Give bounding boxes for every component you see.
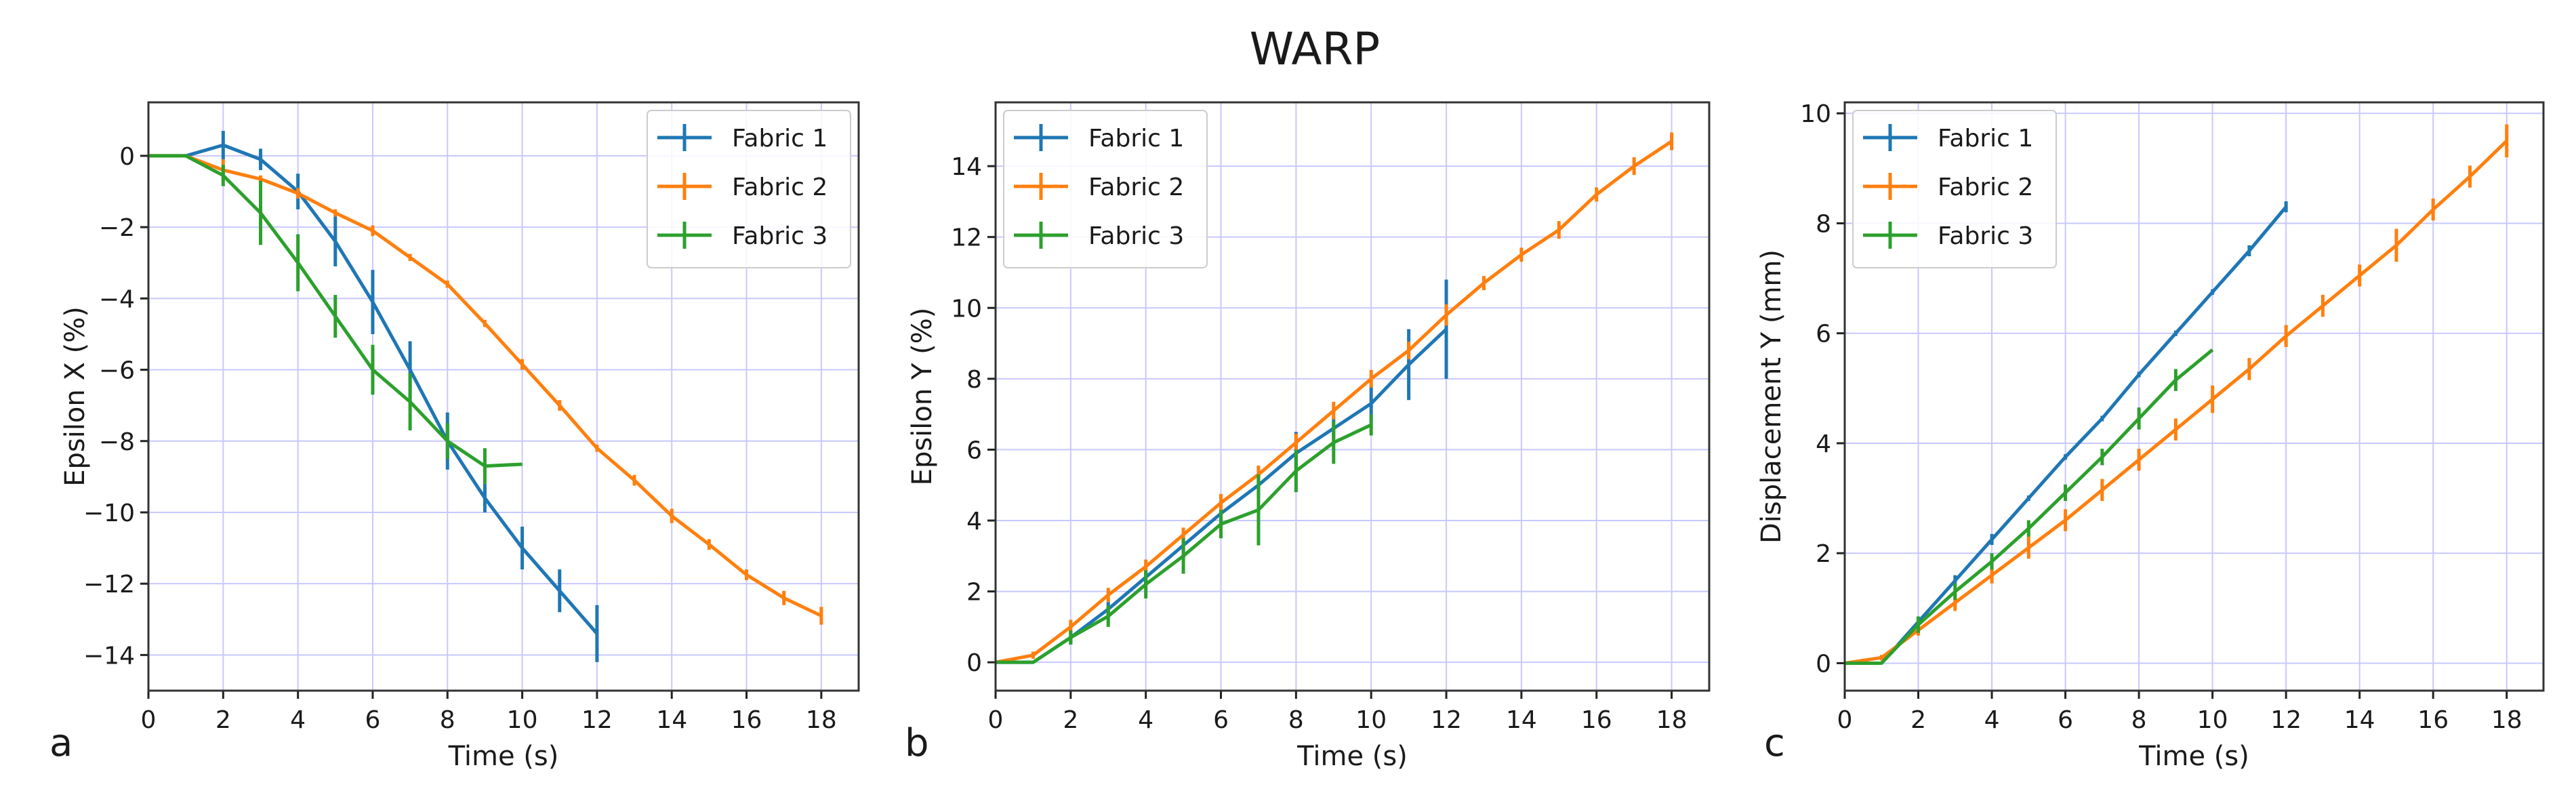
x-axis-label: Time (s) [1296, 741, 1408, 772]
series-fabric-3 [148, 154, 523, 484]
x-tick-label: 14 [656, 706, 687, 734]
legend: Fabric 1 Fabric 2 Fabric 3 [1852, 110, 2057, 268]
y-tick-label: −10 [83, 500, 135, 527]
x-tick-label: 10 [1355, 706, 1387, 734]
panel-letter: a [49, 721, 73, 765]
y-tick-label: −14 [83, 642, 135, 670]
legend-box [1003, 110, 1208, 268]
x-tick-label: 18 [1656, 706, 1688, 734]
series-fabric-3 [1844, 348, 2214, 665]
x-tick-label: 4 [1138, 706, 1153, 734]
x-tick-label: 16 [731, 706, 762, 734]
x-tick-label: 6 [1213, 706, 1229, 734]
legend-label: Fabric 1 [1938, 125, 2033, 152]
y-tick-label: 10 [951, 295, 982, 323]
series-line [1845, 348, 2214, 665]
y-axis-label: Displacement Y (mm) [1756, 249, 1787, 544]
y-tick-label: 8 [966, 366, 982, 394]
y-tick-label: 0 [1816, 650, 1831, 678]
y-tick-label: 12 [951, 224, 982, 252]
x-tick-label: 8 [1288, 706, 1304, 734]
chart-panel-a: 0 2 4 6 8 10 12 14 16 18 0 −2 −4 −6 −8 −10 −12 −14 Fabric … [49, 101, 860, 772]
x-tick-label: 2 [1063, 706, 1078, 734]
y-tick-label: 2 [1816, 540, 1831, 568]
legend-box [1852, 110, 2057, 268]
y-tick-label: 0 [966, 649, 982, 677]
legend-label: Fabric 3 [1938, 222, 2033, 250]
x-tick-label: 8 [440, 706, 455, 734]
y-tick-label: 6 [966, 436, 982, 464]
x-tick-label: 4 [1984, 706, 2000, 734]
x-tick-label: 6 [365, 706, 380, 734]
y-tick-label: −2 [99, 214, 135, 242]
panel-letter: c [1764, 721, 1785, 765]
y-tick-label: 10 [1800, 100, 1831, 128]
x-tick-label: 0 [141, 706, 157, 734]
x-tick-label: 14 [1506, 706, 1537, 734]
x-tick-label: 10 [2197, 706, 2228, 734]
x-tick-label: 8 [2131, 706, 2147, 734]
axes-frame [147, 101, 860, 692]
legend-label: Fabric 2 [1938, 174, 2033, 201]
legend-label: Fabric 2 [1088, 174, 1184, 201]
legend-label: Fabric 1 [732, 125, 827, 152]
y-tick-label: 4 [966, 508, 982, 535]
x-tick-label: 6 [2058, 706, 2073, 734]
y-axis-label: Epsilon X (%) [60, 306, 91, 487]
x-tick-label: 12 [1431, 706, 1462, 734]
legend-label: Fabric 2 [732, 174, 827, 201]
y-tick-label: −4 [99, 285, 135, 313]
legend: Fabric 1 Fabric 2 Fabric 3 [1003, 110, 1208, 268]
legend-label: Fabric 3 [1088, 222, 1184, 250]
panel-letter: b [905, 721, 929, 765]
series-fabric-2 [995, 132, 1674, 664]
x-axis-label: Time (s) [2138, 741, 2249, 772]
y-tick-label: 6 [1816, 321, 1831, 348]
legend: Fabric 1 Fabric 2 Fabric 3 [647, 110, 851, 268]
y-tick-label: 14 [951, 153, 982, 181]
y-tick-label: 8 [1816, 210, 1831, 238]
x-tick-label: 12 [2270, 706, 2302, 734]
x-tick-label: 12 [581, 706, 613, 734]
y-tick-label: −6 [99, 357, 135, 385]
y-tick-label: −12 [83, 571, 135, 598]
x-tick-label: 4 [290, 706, 306, 734]
x-axis-label: Time (s) [448, 741, 559, 772]
x-tick-label: 16 [1581, 706, 1612, 734]
x-tick-label: 18 [2491, 706, 2522, 734]
y-tick-label: 0 [119, 143, 135, 171]
x-tick-label: 16 [2417, 706, 2449, 734]
y-tick-label: 4 [1816, 430, 1831, 458]
legend-label: Fabric 1 [1088, 125, 1184, 152]
axes-frame [1843, 101, 2545, 692]
y-tick-label: 2 [966, 579, 982, 607]
x-tick-label: 10 [507, 706, 538, 734]
axes-frame [994, 101, 1711, 692]
x-tick-label: 18 [806, 706, 837, 734]
x-tick-label: 0 [1837, 706, 1853, 734]
x-tick-label: 2 [216, 706, 231, 734]
x-tick-label: 14 [2344, 706, 2375, 734]
legend-box [647, 110, 851, 268]
series-fabric-2 [1844, 124, 2509, 665]
legend-label: Fabric 3 [732, 222, 827, 250]
series-fabric-3 [995, 414, 1373, 664]
y-axis-label: Epsilon Y (%) [907, 308, 938, 486]
x-tick-label: 0 [988, 706, 1004, 734]
y-tick-label: −8 [99, 428, 135, 456]
figure-title: WARP [1250, 23, 1380, 75]
x-tick-label: 2 [1910, 706, 1926, 734]
